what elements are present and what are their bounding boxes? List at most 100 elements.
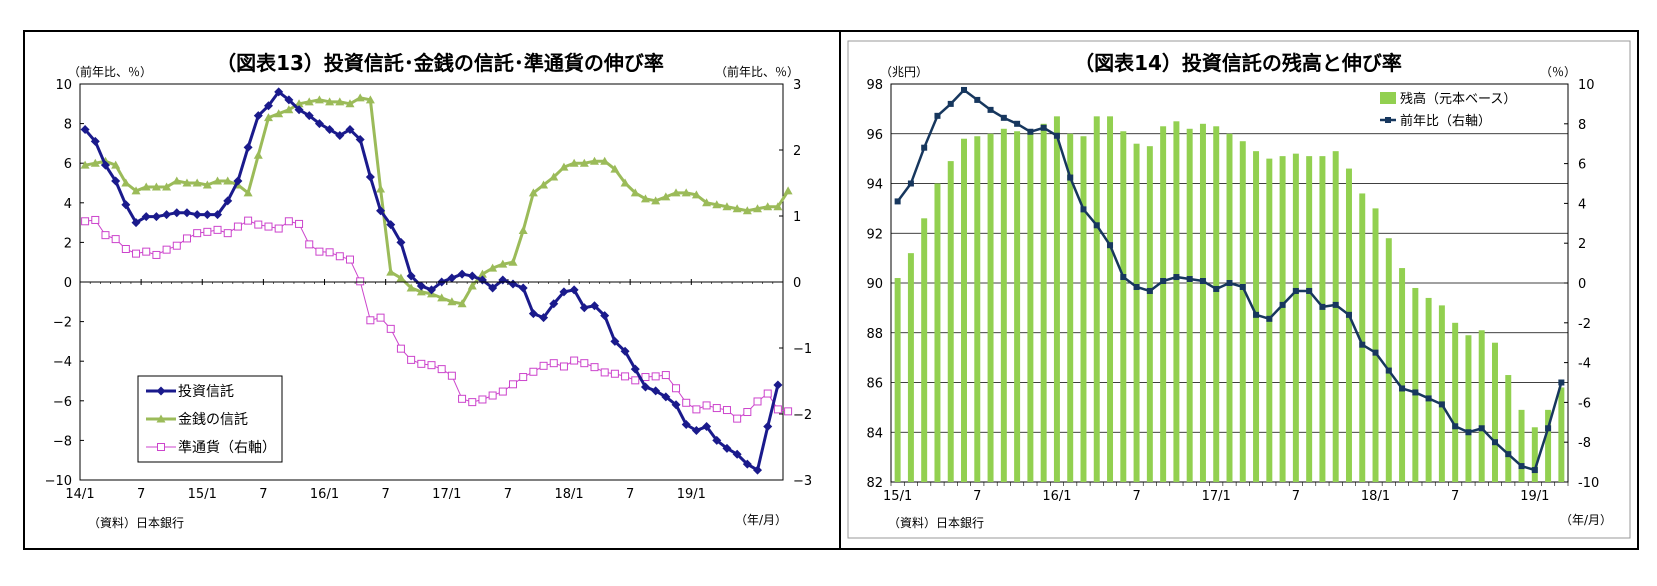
chart13-point-2 xyxy=(335,252,344,261)
chart13-point-0 xyxy=(314,119,324,129)
chart13-point-1 xyxy=(661,192,671,201)
chart14-yoy-point xyxy=(1425,395,1432,402)
chart13-point-1 xyxy=(508,257,518,266)
chart14-yoy-point xyxy=(1345,311,1352,318)
chart14-bar xyxy=(1053,116,1060,483)
chart13-point-1 xyxy=(131,186,141,195)
chart13-left-tick-label: 4 xyxy=(64,197,72,212)
chart14-bar xyxy=(1000,128,1007,482)
chart13-x-tick-label: 7 xyxy=(137,487,145,502)
chart14-x-ticks: 15/1 7 16/1 7 17/1 7 18/1 7 19/1 xyxy=(883,482,1569,504)
chart13-point-0 xyxy=(539,313,549,323)
chart13-point-2 xyxy=(773,405,782,414)
legend13-label-2: 準通貨（右軸） xyxy=(178,439,276,456)
chart14-yoy-point xyxy=(1067,174,1074,181)
chart13-point-1 xyxy=(416,287,426,296)
chart13-point-0 xyxy=(712,435,722,445)
chart14-x-tick-label: 16/1 xyxy=(1042,489,1071,504)
chart13-left-tick-label: −10 xyxy=(45,474,72,489)
chart13-point-0 xyxy=(192,210,202,220)
chart14-bar xyxy=(1173,121,1180,482)
chart14-yoy-point xyxy=(1027,128,1034,135)
chart13-point-1 xyxy=(559,162,569,171)
chart14-source: （資料）日本銀行 xyxy=(888,516,984,530)
chart13-point-1 xyxy=(355,93,365,102)
chart14-yoy-point xyxy=(1279,301,1286,308)
chart13-x-tick-label: 15/1 xyxy=(188,487,217,502)
chart14-right-tick-label: -10 xyxy=(1578,476,1599,491)
chart13-point-0 xyxy=(518,283,528,293)
chart14-yoy-point xyxy=(1107,242,1114,249)
chart13-point-0 xyxy=(651,386,661,396)
legend13-markers xyxy=(156,386,166,451)
chart14-yoy-point xyxy=(1173,274,1180,281)
chart14-yoy-point xyxy=(1531,467,1538,474)
chart13-point-2 xyxy=(254,220,263,229)
chart13-point-0 xyxy=(141,212,151,222)
chart14-yoy-point xyxy=(1133,283,1140,290)
chart13-point-0 xyxy=(121,200,131,210)
chart14-yoy-point xyxy=(1040,124,1047,131)
chart13-point-2 xyxy=(590,363,599,372)
chart14-bar xyxy=(1040,123,1047,483)
chart14-bars xyxy=(894,116,1565,483)
chart14-yoy-point xyxy=(987,106,994,113)
chart13-x-tick-label: 19/1 xyxy=(677,487,706,502)
chart13-point-1 xyxy=(253,150,263,159)
chart13-point-2 xyxy=(366,316,375,325)
chart14-left-tick-label: 90 xyxy=(866,277,883,292)
chart14-yoy-point xyxy=(1053,132,1060,139)
chart14-legend: 残高（元本ベース） 前年比（右軸） xyxy=(1380,91,1516,129)
chart13-point-0 xyxy=(355,134,365,144)
chart14-x-tick-label: 7 xyxy=(973,489,981,504)
chart14-x-tick-label: 18/1 xyxy=(1361,489,1390,504)
chart13-point-1 xyxy=(763,202,773,211)
chart14-bar xyxy=(1412,287,1419,482)
chart14-bar xyxy=(1372,208,1379,482)
chart14-yoy-point xyxy=(974,96,981,103)
chart14-yoy-point xyxy=(1505,451,1512,458)
chart13-point-0 xyxy=(549,299,559,309)
chart14-bar xyxy=(1080,136,1087,483)
chart13-point-2 xyxy=(733,414,742,423)
chart13-point-2 xyxy=(784,407,793,416)
chart13-point-0 xyxy=(253,111,263,121)
chart14-yoy-point xyxy=(1093,222,1100,229)
chart13-point-0 xyxy=(691,426,701,435)
chart14-bar xyxy=(947,161,954,483)
chart13-point-2 xyxy=(631,376,640,385)
chart14-yoy-point xyxy=(1080,206,1087,213)
chart14-bar xyxy=(1385,238,1392,482)
chart13-point-0 xyxy=(467,271,477,281)
chart14-yoy-point xyxy=(1014,120,1021,127)
chart14-bar xyxy=(1359,193,1366,482)
chart14-left-tick-label: 88 xyxy=(866,327,883,342)
chart13-point-2 xyxy=(396,344,405,353)
chart13-point-1 xyxy=(600,156,610,165)
chart13-point-2 xyxy=(101,231,110,240)
chart14-bar xyxy=(1345,168,1352,482)
chart13-point-2 xyxy=(478,395,487,404)
chart13-point-2 xyxy=(498,387,507,396)
chart13-point-0 xyxy=(243,142,253,152)
chart13-point-0 xyxy=(365,172,375,182)
chart13-point-1 xyxy=(345,99,355,108)
chart14-left-tick-label: 82 xyxy=(866,476,883,491)
chart13-point-0 xyxy=(681,420,691,430)
chart13-point-0 xyxy=(427,285,436,295)
chart14-bar xyxy=(1014,131,1021,482)
chart14-bar xyxy=(907,253,914,482)
chart13-point-0 xyxy=(111,176,121,186)
chart13-left-tick-label: −2 xyxy=(53,316,72,331)
chart13-point-1 xyxy=(263,113,273,122)
chart14-yoy-point xyxy=(1545,425,1552,432)
chart13-point-1 xyxy=(365,95,375,104)
chart13-point-0 xyxy=(600,311,610,321)
chart13-left-tick-label: −8 xyxy=(53,434,72,449)
chart13-point-2 xyxy=(132,249,141,258)
legend14-label-1: 前年比（右軸） xyxy=(1400,113,1491,129)
chart14-yoy-point xyxy=(947,100,954,107)
chart13-point-1 xyxy=(569,158,579,167)
chart14-bar xyxy=(1319,156,1326,482)
